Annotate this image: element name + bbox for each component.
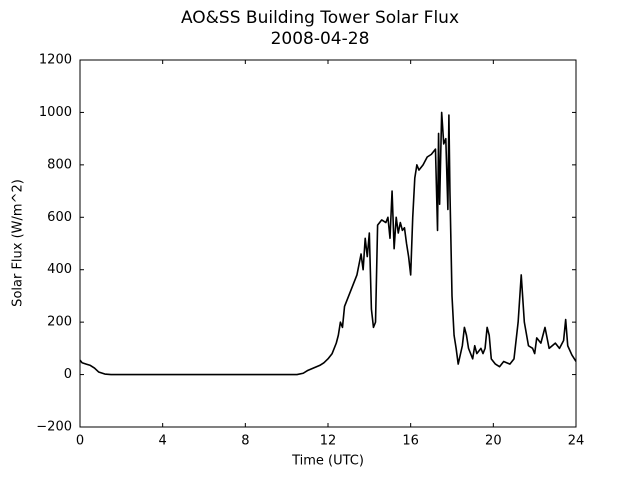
data-line: [79, 111, 577, 376]
chart-title: AO&SS Building Tower Solar Flux: [181, 8, 459, 28]
x-tick-label: 16: [402, 434, 419, 449]
x-tick-label: 12: [320, 434, 337, 449]
x-tick-label: 0: [76, 434, 84, 449]
y-tick-label: 600: [47, 210, 72, 225]
chart-subtitle: 2008-04-28: [271, 29, 370, 49]
y-tick-label: 800: [47, 157, 72, 172]
x-tick-label: 20: [485, 434, 502, 449]
y-tick-label: 1000: [39, 105, 72, 120]
x-tick-label: 4: [159, 434, 167, 449]
plot-frame: [79, 59, 577, 428]
y-tick-label: 0: [64, 367, 72, 382]
x-tick-label: 24: [568, 434, 585, 449]
x-tick-label: 8: [241, 434, 249, 449]
y-tick-label: 1200: [39, 53, 72, 68]
x-axis-label: Time (UTC): [291, 454, 364, 469]
y-tick-label: −200: [36, 420, 72, 435]
y-tick-label: 400: [47, 262, 72, 277]
y-axis-label: Solar Flux (W/m^2): [11, 179, 26, 307]
y-tick-label: 200: [47, 315, 72, 330]
